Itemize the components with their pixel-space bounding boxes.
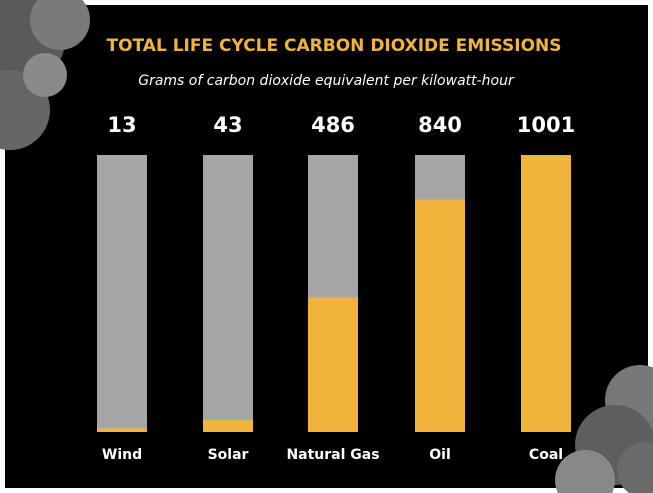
x-tick-label: Coal [529,447,563,463]
x-tick-label: Oil [429,447,451,463]
value-label: 1001 [517,113,575,137]
value-label: 43 [213,113,242,137]
x-tick-label: Wind [102,447,142,463]
value-label: 486 [311,113,355,137]
bar-track [97,155,147,432]
x-tick-label: Natural Gas [286,447,379,463]
value-label: 840 [418,113,462,137]
x-tick-label: Solar [208,447,249,463]
bar [308,298,358,432]
chart: TOTAL LIFE CYCLE CARBON DIOXIDE EMISSION… [0,0,653,493]
value-label: 13 [107,113,136,137]
bar [203,420,253,432]
chart-subtitle: Grams of carbon dioxide equivalent per k… [138,73,515,89]
chart-title: TOTAL LIFE CYCLE CARBON DIOXIDE EMISSION… [106,36,561,56]
bar-track [203,155,253,432]
bar [415,200,465,432]
bar [521,155,571,432]
bar [97,428,147,432]
page: TOTAL LIFE CYCLE CARBON DIOXIDE EMISSION… [0,0,653,493]
